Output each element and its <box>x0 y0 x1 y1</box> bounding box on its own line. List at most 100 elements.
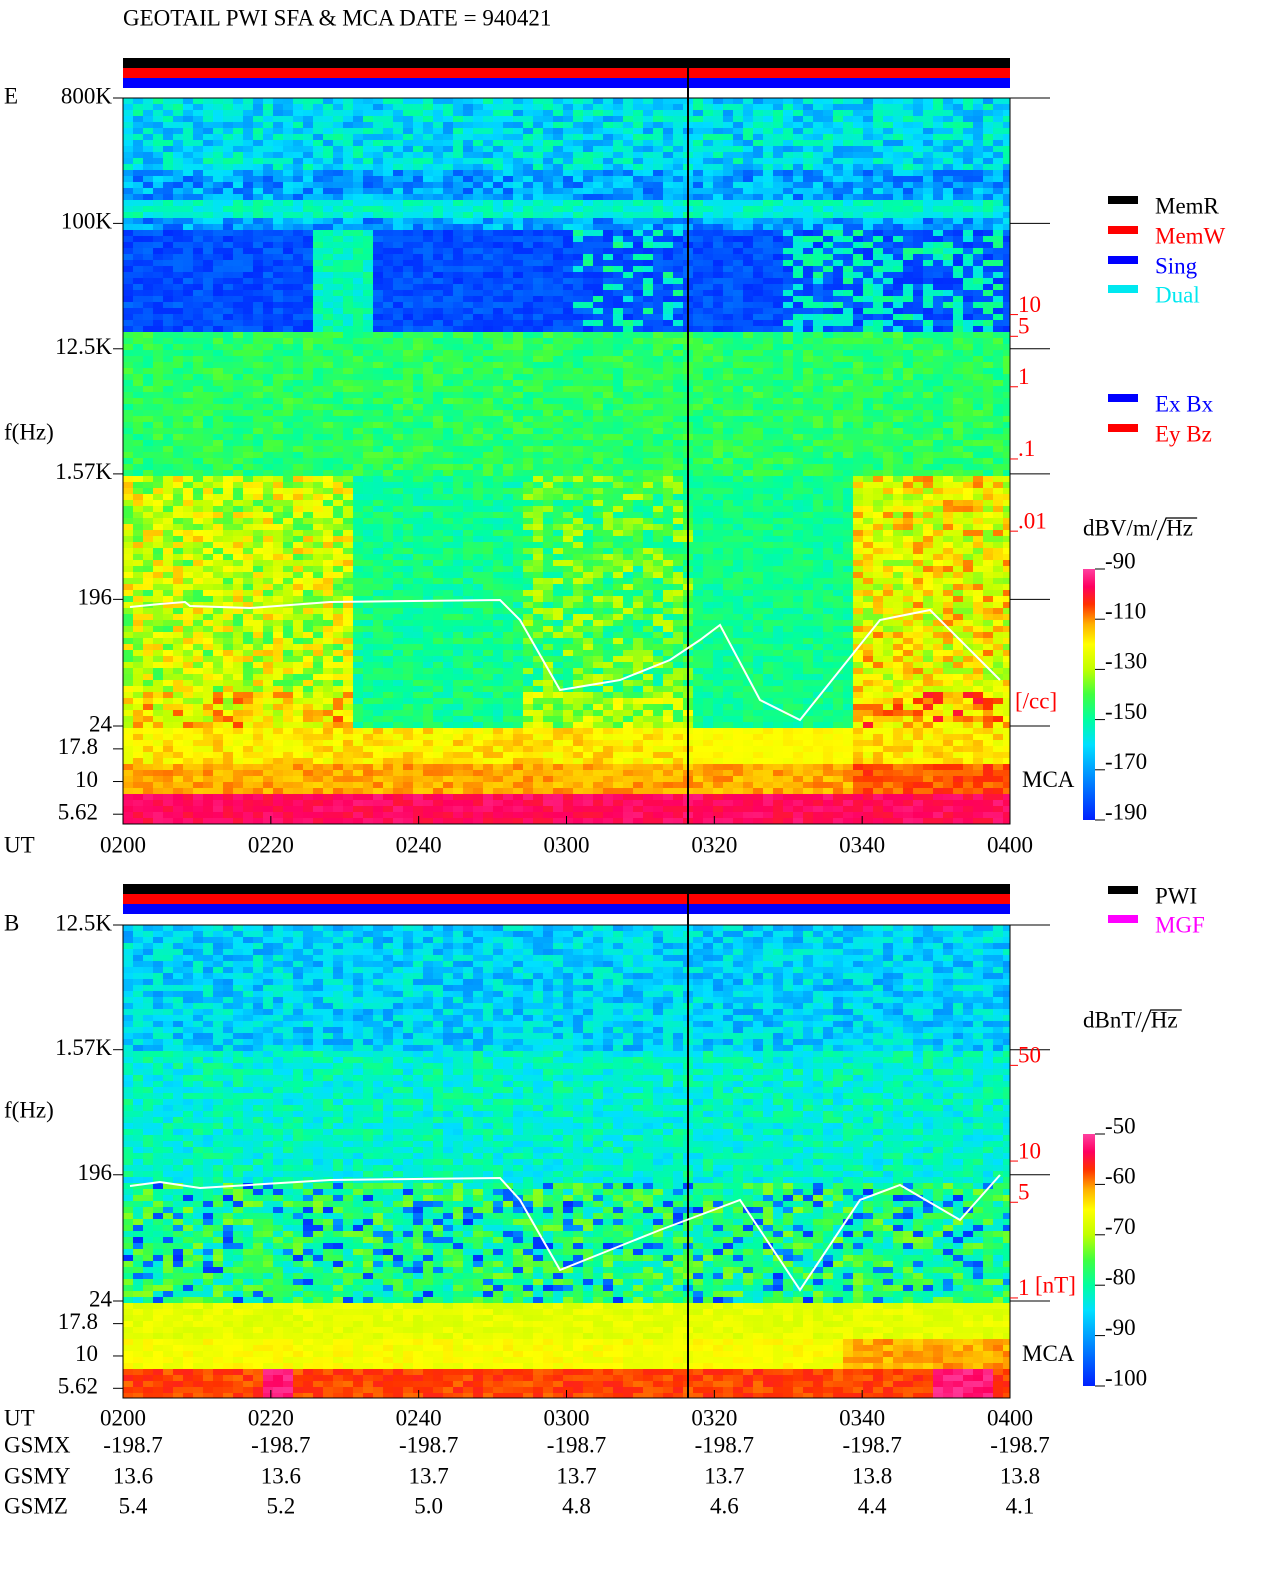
spectrum-cell <box>733 194 744 201</box>
spectrum-cell <box>613 404 624 411</box>
spectrum-cell <box>233 308 244 315</box>
spectrum-cell <box>593 260 604 267</box>
spectrum-cell <box>353 98 364 105</box>
spectrum-cell <box>303 140 314 147</box>
spectrum-cell <box>653 158 664 165</box>
spectrum-cell <box>543 356 554 363</box>
spectrum-cell <box>303 350 314 357</box>
spectrum-cell <box>733 344 744 351</box>
spectrum-cell <box>973 278 984 285</box>
spectrum-cell <box>523 302 534 309</box>
spectrum-cell <box>353 200 364 207</box>
spectrum-cell <box>583 266 594 273</box>
spectrum-cell <box>753 362 764 369</box>
spectrum-cell <box>663 134 674 141</box>
spectrum-cell <box>873 302 884 309</box>
spectrum-cell <box>633 422 644 429</box>
spectrum-cell <box>383 158 394 165</box>
spectrum-cell <box>543 404 554 411</box>
spectrum-cell <box>903 392 914 399</box>
spectrum-cell <box>653 356 664 363</box>
spectrum-cell <box>223 380 234 387</box>
spectrum-cell <box>143 356 154 363</box>
spectrum-cell <box>713 344 724 351</box>
spectrum-cell <box>843 212 854 219</box>
spectrum-cell <box>413 206 424 213</box>
spectrum-cell <box>463 290 474 297</box>
spectrum-cell <box>323 308 334 315</box>
spectrum-cell <box>923 224 934 231</box>
spectrum-cell <box>673 206 684 213</box>
spectrum-cell <box>183 278 194 285</box>
spectrum-cell <box>233 278 244 285</box>
spectrum-cell <box>733 182 744 189</box>
spectrum-cell <box>933 146 944 153</box>
spectrum-cell <box>523 164 534 171</box>
spectrum-cell <box>593 380 604 387</box>
spectrum-cell <box>593 110 604 117</box>
spectrum-cell <box>313 200 324 207</box>
spectrum-cell <box>383 212 394 219</box>
spectrum-cell <box>323 170 334 177</box>
spectrum-cell <box>493 368 504 375</box>
spectrum-cell <box>853 410 864 417</box>
spectrum-cell <box>473 284 484 291</box>
spectrum-cell <box>523 170 534 177</box>
spectrum-cell <box>573 284 584 291</box>
spectrum-cell <box>323 392 334 399</box>
spectrum-cell <box>853 386 864 393</box>
spectrum-cell <box>963 182 974 189</box>
spectrum-cell <box>363 218 374 225</box>
spectrum-cell <box>983 380 994 387</box>
spectrum-cell <box>663 110 674 117</box>
spectrum-cell <box>833 380 844 387</box>
spectrum-cell <box>573 296 584 303</box>
spectrum-cell <box>853 290 864 297</box>
spectrum-cell <box>943 320 954 327</box>
spectrum-cell <box>573 362 584 369</box>
spectrum-cell <box>613 200 624 207</box>
spectrum-cell <box>523 362 534 369</box>
spectrum-cell <box>473 212 484 219</box>
spectrum-cell <box>263 170 274 177</box>
spectrum-cell <box>393 374 404 381</box>
spectrum-cell <box>913 356 924 363</box>
spectrum-cell <box>833 128 844 135</box>
spectrum-cell <box>653 362 664 369</box>
spectrum-cell <box>903 386 914 393</box>
spectrum-cell <box>893 392 904 399</box>
spectrum-cell <box>993 392 1004 399</box>
spectrum-cell <box>843 404 854 411</box>
spectrum-cell <box>753 320 764 327</box>
spectrum-cell <box>713 368 724 375</box>
spectrum-cell <box>203 152 214 159</box>
spectrum-cell <box>373 236 384 243</box>
spectrum-cell <box>703 284 714 291</box>
spectrum-cell <box>813 146 824 153</box>
spectrum-cell <box>393 140 404 147</box>
spectrum-cell <box>663 122 674 129</box>
spectrum-cell <box>723 218 734 225</box>
spectrum-cell <box>773 224 784 231</box>
spectrum-cell <box>723 296 734 303</box>
spectrum-cell <box>843 164 854 171</box>
spectrum-cell <box>773 422 784 429</box>
spectrum-cell <box>383 290 394 297</box>
spectrum-cell <box>463 110 474 117</box>
spectrum-cell <box>1003 146 1010 153</box>
spectrum-cell <box>623 146 634 153</box>
spectrum-cell <box>533 236 544 243</box>
spectrum-cell <box>433 158 444 165</box>
spectrum-cell <box>463 206 474 213</box>
spectrum-cell <box>733 410 744 417</box>
spectrum-cell <box>383 146 394 153</box>
spectrum-cell <box>193 158 204 165</box>
spectrum-cell <box>843 248 854 255</box>
spectrum-cell <box>463 296 474 303</box>
spectrum-cell <box>993 140 1004 147</box>
spectrum-cell <box>133 248 144 255</box>
spectrum-cell <box>663 338 674 345</box>
spectrum-cell <box>803 344 814 351</box>
spectrum-cell <box>413 248 424 255</box>
spectrum-cell <box>823 404 834 411</box>
